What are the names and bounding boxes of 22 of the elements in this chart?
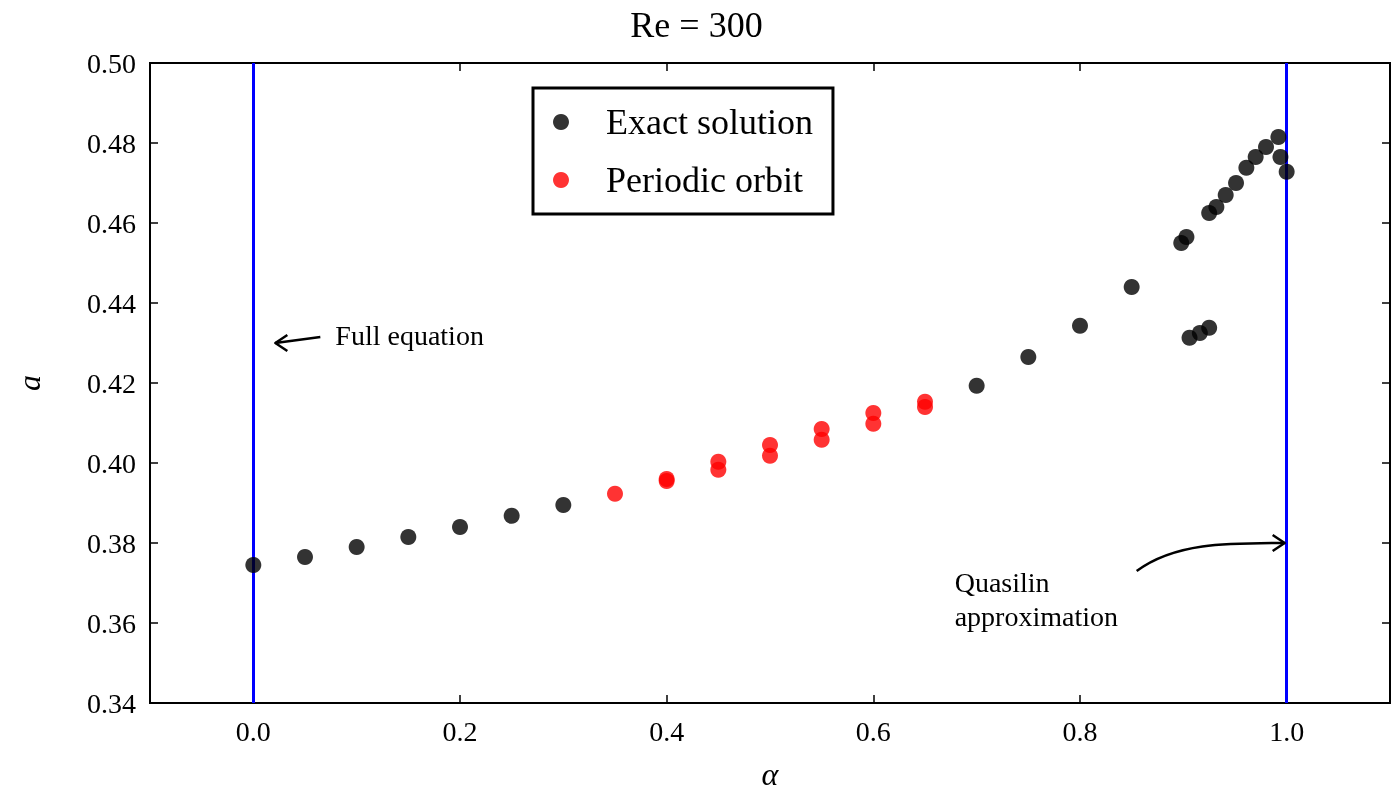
y-tick-label: 0.34 (87, 687, 136, 719)
chart-title: Re = 300 (630, 5, 763, 45)
x-tick-label: 0.2 (442, 715, 478, 747)
x-tick-label: 1.0 (1269, 715, 1305, 747)
x-tick-label: 0.6 (855, 715, 891, 747)
y-tick-label: 0.50 (87, 47, 136, 79)
y-tick-label: 0.40 (87, 447, 136, 479)
x-tick-label: 0.4 (649, 715, 685, 747)
y-tick-label: 0.44 (87, 287, 136, 319)
y-tick-label: 0.48 (87, 127, 136, 159)
x-axis-title: α (761, 756, 780, 792)
y-tick-label: 0.38 (87, 527, 136, 559)
annotation: Quasilin approximation (954, 566, 1118, 632)
legend-label: Periodic orbit (606, 160, 803, 200)
legend-label: Exact solution (606, 102, 813, 142)
annotation: Full equation (335, 319, 484, 351)
y-axis-title: a (11, 375, 47, 391)
y-tick-label: 0.42 (87, 367, 136, 399)
x-tick-label: 0.0 (235, 715, 271, 747)
y-tick-label: 0.46 (87, 207, 136, 239)
y-tick-label: 0.36 (87, 607, 136, 639)
x-tick-label: 0.8 (1062, 715, 1098, 747)
